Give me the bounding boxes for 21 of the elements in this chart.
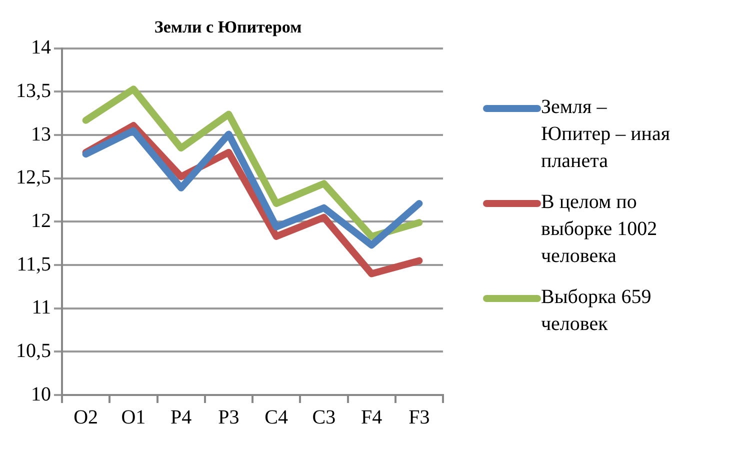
chart-title: Земли с Юпитером [154, 18, 302, 37]
y-tick-label: 13 [31, 123, 51, 146]
x-tick-label: O2 [74, 406, 98, 428]
legend-label: Земля – Юпитер – иная планета [541, 95, 672, 174]
x-tick-label: P3 [218, 406, 240, 428]
x-tick-label: F3 [408, 406, 430, 428]
legend-label: В целом по выборке 1002 человека [541, 190, 658, 269]
x-tick-label: F4 [361, 406, 382, 428]
y-tick-label: 14 [31, 36, 51, 59]
y-tick-label: 10 [31, 383, 51, 406]
y-tick-label: 12,5 [16, 166, 51, 189]
y-tick-label: 10,5 [16, 340, 51, 362]
x-tick-label: C4 [264, 406, 288, 428]
legend-label: Выборка 659 человек [541, 285, 652, 337]
x-tick-label: C3 [312, 406, 336, 428]
x-tick-label: P4 [170, 406, 192, 428]
y-tick-label: 11 [32, 296, 51, 319]
y-tick-label: 12 [31, 210, 51, 232]
y-tick-label: 13,5 [16, 80, 51, 102]
y-tick-label: 11,5 [16, 253, 51, 276]
x-tick-label: O1 [121, 406, 146, 428]
